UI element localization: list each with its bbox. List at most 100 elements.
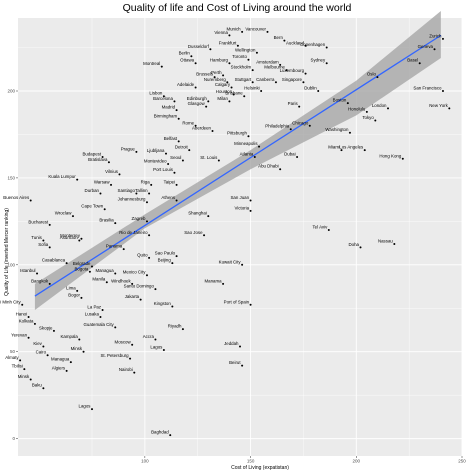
city-point: Stuttgart (235, 77, 254, 84)
point-marker (230, 86, 233, 89)
city-point: Nassau (378, 238, 396, 245)
city-point: Jakarta (125, 294, 142, 301)
city-point: San Francisco (413, 86, 444, 92)
city-point: Philadelphia (265, 124, 292, 131)
city-point: Frankfurt (219, 40, 239, 47)
point-marker (241, 364, 244, 367)
city-point: Kampala (60, 334, 81, 341)
city-point: Paris (288, 101, 301, 108)
point-label: Dusseldorf (188, 44, 210, 49)
point-label: Manama (204, 278, 222, 283)
point-marker (160, 65, 163, 68)
point-label: Montreal (143, 61, 160, 66)
city-point: Amsterdam (256, 59, 282, 66)
point-label: Manila (92, 277, 105, 282)
point-marker (190, 55, 193, 58)
point-label: Moscow (115, 339, 132, 344)
point-label: Pittsburgh (227, 131, 247, 136)
point-label: Hamburg (210, 58, 229, 63)
point-marker (228, 34, 231, 37)
point-label: Milan (217, 96, 228, 101)
city-point: Port Louis (153, 167, 176, 174)
point-marker (69, 361, 72, 364)
city-point: Baku (32, 383, 45, 390)
point-label: Stuttgart (235, 77, 252, 82)
city-point: Copenhagen (300, 42, 328, 49)
chart-title: Quality of life and Cost of Living aroun… (123, 2, 352, 14)
city-point: Rome (182, 120, 197, 127)
point-label: Lusaka (85, 311, 100, 316)
city-point: Jeddah (224, 341, 241, 348)
city-point: Belgrade (73, 261, 93, 268)
city-point: Athens (161, 195, 178, 202)
point-marker (194, 62, 197, 65)
city-point: Stockholm (231, 65, 254, 72)
data-points: Zurich Geneva Basel San Francisco New York Lo… (0, 26, 451, 437)
city-point: Zagreb (132, 216, 148, 223)
city-point: Seoul (170, 155, 184, 162)
point-marker (228, 100, 231, 103)
point-label: Accra (143, 334, 155, 339)
point-label: Sofia (38, 242, 49, 247)
point-label: Philadelphia (265, 124, 289, 129)
point-label: Detroit (175, 145, 189, 150)
city-point: Abu Dhabi (258, 164, 282, 171)
city-point: Panama (106, 244, 125, 251)
point-label: Berlin (179, 51, 191, 56)
city-point: Bogor (68, 292, 83, 299)
point-label: Atlanta (240, 152, 254, 157)
point-marker (260, 90, 263, 92)
point-label: Wellington (235, 47, 256, 52)
point-marker (135, 192, 138, 195)
point-label: Paris (288, 101, 299, 106)
point-marker (393, 242, 396, 245)
city-point: Washington (325, 127, 351, 134)
city-point: Birmingham (154, 113, 180, 120)
point-label: Copenhagen (300, 42, 326, 47)
point-label: Miami (328, 145, 340, 150)
point-label: Montevideo (144, 159, 167, 164)
point-marker (181, 328, 184, 331)
city-point: Tbilisi (12, 364, 26, 371)
point-label: Honolulu (348, 106, 366, 111)
point-marker (374, 119, 377, 122)
point-label: Kuala Lumpur (48, 174, 76, 179)
point-label: Tokyo (362, 115, 374, 120)
point-marker (228, 62, 231, 65)
point-marker (65, 369, 68, 372)
city-point: Singapore (282, 77, 305, 84)
point-label: Athens (161, 195, 175, 200)
city-point: Atlanta (240, 152, 256, 159)
city-point: Belfast (164, 136, 180, 143)
point-marker (296, 156, 299, 159)
point-marker (207, 215, 210, 218)
point-marker (42, 239, 45, 242)
point-label: Ottawa (180, 58, 194, 63)
city-point: Beirut (229, 360, 244, 367)
point-marker (148, 192, 151, 195)
point-marker (129, 357, 132, 360)
point-marker (207, 100, 210, 103)
y-tick-label: 0 (12, 436, 15, 441)
point-marker (340, 149, 343, 152)
city-point: Detroit (175, 145, 191, 152)
point-marker (247, 135, 250, 138)
city-point: Vancouver (245, 26, 269, 33)
y-axis-label: Quality of Life (inverted Mercer ranking… (4, 208, 10, 296)
point-label: Mexico City (123, 270, 146, 275)
point-label: Dubai (284, 152, 295, 157)
point-label: Auckland (286, 40, 305, 45)
city-point: Minneapolis (234, 141, 261, 148)
point-label: New York (429, 103, 448, 108)
point-label: Minsk (18, 374, 30, 379)
city-point: Aberdeen (192, 125, 214, 132)
city-point: Oslo (367, 72, 379, 79)
point-marker (175, 255, 178, 258)
point-marker (99, 192, 102, 195)
point-marker (247, 58, 250, 61)
point-label: Belgrade (73, 261, 91, 266)
point-label: Nairobi (119, 367, 133, 372)
city-point: Beijing (158, 258, 174, 265)
point-marker (175, 109, 178, 112)
point-marker (222, 74, 225, 77)
